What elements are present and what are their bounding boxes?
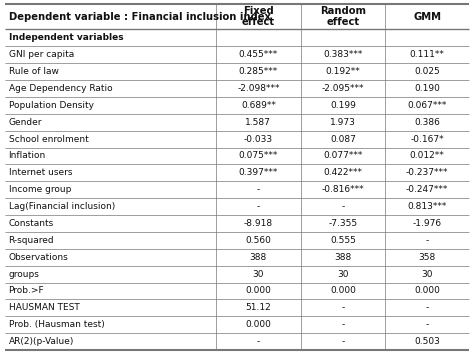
Text: AR(2)(p-Value): AR(2)(p-Value) bbox=[9, 337, 74, 346]
Text: 0.397***: 0.397*** bbox=[239, 168, 278, 177]
Text: 388: 388 bbox=[250, 253, 267, 262]
Text: -2.098***: -2.098*** bbox=[237, 84, 280, 93]
Text: -7.355: -7.355 bbox=[328, 219, 357, 228]
Text: Internet users: Internet users bbox=[9, 168, 72, 177]
Text: Dependent variable : Financial inclusion index: Dependent variable : Financial inclusion… bbox=[9, 11, 271, 22]
Text: groups: groups bbox=[9, 270, 39, 279]
Text: Rule of law: Rule of law bbox=[9, 67, 58, 76]
Text: 0.383***: 0.383*** bbox=[323, 50, 363, 59]
Text: -0.247***: -0.247*** bbox=[406, 185, 448, 194]
Text: R-squared: R-squared bbox=[9, 236, 54, 245]
Text: -: - bbox=[341, 337, 345, 346]
Text: Independent variables: Independent variables bbox=[9, 33, 123, 42]
Text: 30: 30 bbox=[253, 270, 264, 279]
Text: -: - bbox=[257, 337, 260, 346]
Text: 0.503: 0.503 bbox=[414, 337, 440, 346]
Text: 0.199: 0.199 bbox=[330, 101, 356, 110]
Text: GMM: GMM bbox=[413, 11, 441, 22]
Text: -: - bbox=[341, 320, 345, 329]
Text: 0.000: 0.000 bbox=[246, 286, 271, 295]
Text: 51.12: 51.12 bbox=[246, 303, 271, 312]
Text: -2.095***: -2.095*** bbox=[322, 84, 364, 93]
Text: 0.386: 0.386 bbox=[414, 118, 440, 127]
Text: Prob. (Hausman test): Prob. (Hausman test) bbox=[9, 320, 104, 329]
Text: 358: 358 bbox=[419, 253, 436, 262]
Text: 0.555: 0.555 bbox=[330, 236, 356, 245]
Text: 0.000: 0.000 bbox=[330, 286, 356, 295]
Text: 0.190: 0.190 bbox=[414, 84, 440, 93]
Text: 0.111**: 0.111** bbox=[410, 50, 445, 59]
Text: Prob.>F: Prob.>F bbox=[9, 286, 44, 295]
Text: -1.976: -1.976 bbox=[413, 219, 442, 228]
Text: 0.067***: 0.067*** bbox=[408, 101, 447, 110]
Text: Inflation: Inflation bbox=[9, 151, 46, 160]
Text: Random
effect: Random effect bbox=[320, 6, 366, 27]
Text: 0.560: 0.560 bbox=[246, 236, 271, 245]
Text: -: - bbox=[257, 185, 260, 194]
Text: 0.422***: 0.422*** bbox=[323, 168, 363, 177]
Text: 0.689**: 0.689** bbox=[241, 101, 276, 110]
Text: -: - bbox=[426, 236, 429, 245]
Text: -: - bbox=[426, 303, 429, 312]
Text: Observations: Observations bbox=[9, 253, 68, 262]
Text: 1.973: 1.973 bbox=[330, 118, 356, 127]
Text: -: - bbox=[257, 202, 260, 211]
Text: Lag(Financial inclusion): Lag(Financial inclusion) bbox=[9, 202, 115, 211]
Text: 0.087: 0.087 bbox=[330, 135, 356, 144]
Text: Age Dependency Ratio: Age Dependency Ratio bbox=[9, 84, 112, 93]
Text: -0.816***: -0.816*** bbox=[321, 185, 364, 194]
Text: 388: 388 bbox=[334, 253, 352, 262]
Text: 0.285***: 0.285*** bbox=[239, 67, 278, 76]
Text: -8.918: -8.918 bbox=[244, 219, 273, 228]
Text: -0.033: -0.033 bbox=[244, 135, 273, 144]
Text: Income group: Income group bbox=[9, 185, 71, 194]
Text: 0.012**: 0.012** bbox=[410, 151, 445, 160]
Text: Population Density: Population Density bbox=[9, 101, 93, 110]
Text: 0.077***: 0.077*** bbox=[323, 151, 363, 160]
Text: -: - bbox=[341, 303, 345, 312]
Text: -0.237***: -0.237*** bbox=[406, 168, 448, 177]
Text: 0.000: 0.000 bbox=[414, 286, 440, 295]
Text: 0.455***: 0.455*** bbox=[239, 50, 278, 59]
Text: Constants: Constants bbox=[9, 219, 54, 228]
Text: 30: 30 bbox=[421, 270, 433, 279]
Text: 0.025: 0.025 bbox=[414, 67, 440, 76]
Text: Gender: Gender bbox=[9, 118, 42, 127]
Text: -0.167*: -0.167* bbox=[410, 135, 444, 144]
Text: 0.075***: 0.075*** bbox=[239, 151, 278, 160]
Text: School enrolment: School enrolment bbox=[9, 135, 88, 144]
Text: 0.813***: 0.813*** bbox=[408, 202, 447, 211]
Text: 30: 30 bbox=[337, 270, 349, 279]
Text: 1.587: 1.587 bbox=[246, 118, 271, 127]
Text: GNI per capita: GNI per capita bbox=[9, 50, 74, 59]
Text: -: - bbox=[426, 320, 429, 329]
Text: 0.192**: 0.192** bbox=[326, 67, 360, 76]
Text: HAUSMAN TEST: HAUSMAN TEST bbox=[9, 303, 79, 312]
Text: -: - bbox=[341, 202, 345, 211]
Text: 0.000: 0.000 bbox=[246, 320, 271, 329]
Text: Fixed
effect: Fixed effect bbox=[242, 6, 275, 27]
